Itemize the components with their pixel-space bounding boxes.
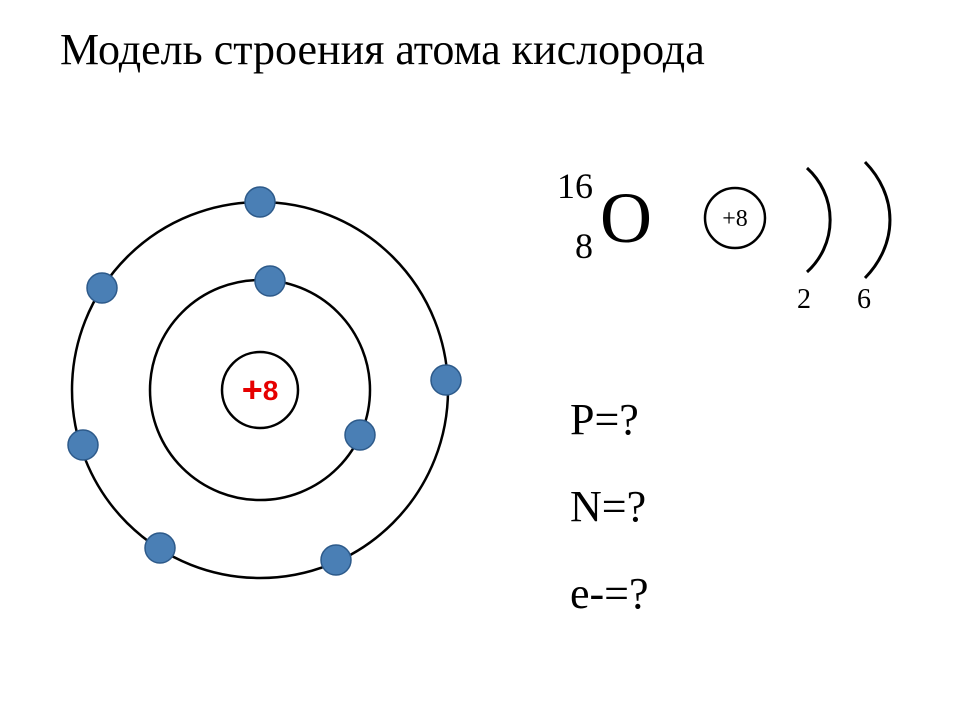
nucleus-number: 8 xyxy=(263,375,279,406)
atomic-number: 8 xyxy=(575,226,593,266)
notation-nucleus-charge: +8 xyxy=(722,206,748,232)
electron xyxy=(345,420,375,450)
shell-arc-1 xyxy=(807,168,830,272)
page-title: Модель строения атома кислорода xyxy=(60,24,705,75)
nucleus-plus: + xyxy=(242,369,263,410)
notation-diagram: 16 8 O +8 2 6 xyxy=(535,150,915,330)
question-p: P=? xyxy=(570,380,649,459)
nucleus-label: +8 xyxy=(242,369,279,410)
question-n: N=? xyxy=(570,467,649,546)
question-e: e-=? xyxy=(570,554,649,633)
electron xyxy=(68,430,98,460)
element-symbol: O xyxy=(600,178,652,258)
electron xyxy=(255,266,285,296)
electron xyxy=(145,533,175,563)
electron xyxy=(431,365,461,395)
shell-label-2: 6 xyxy=(857,284,871,315)
questions-block: P=? N=? e-=? xyxy=(570,380,649,642)
electron xyxy=(245,187,275,217)
electron xyxy=(87,273,117,303)
shell-arc-2 xyxy=(865,162,890,278)
atom-model-diagram: +8 xyxy=(40,170,480,610)
shell-label-1: 2 xyxy=(797,284,811,315)
mass-number: 16 xyxy=(557,166,593,206)
electron xyxy=(321,545,351,575)
